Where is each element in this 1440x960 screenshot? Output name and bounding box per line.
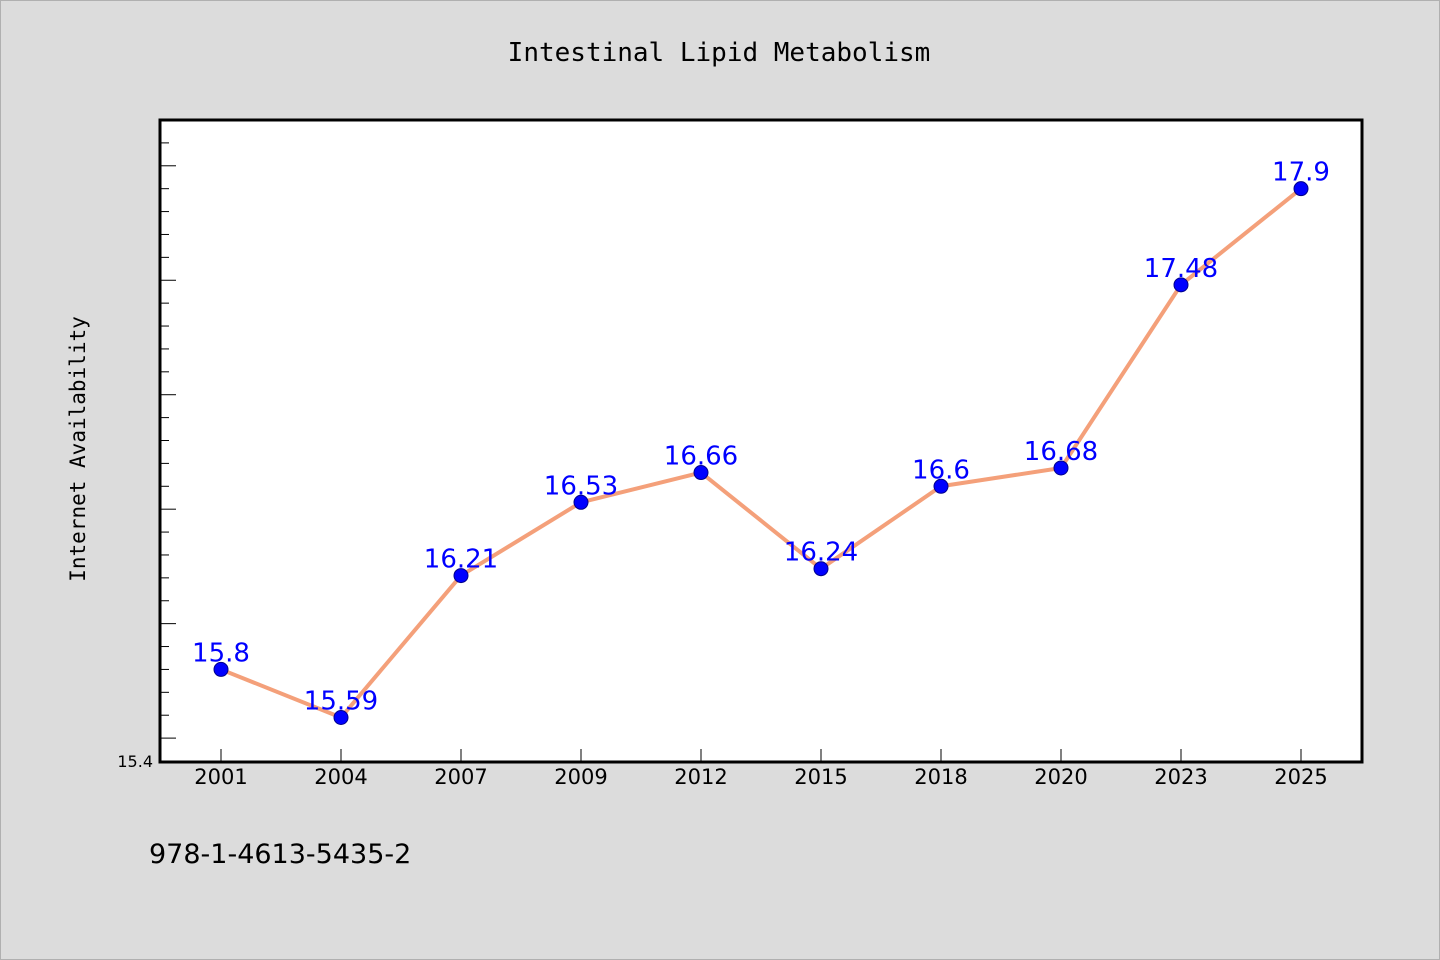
plot-area: [158, 118, 1364, 764]
data-point: [693, 465, 709, 481]
data-label: 16.21: [424, 545, 498, 575]
data-point: [1053, 460, 1069, 476]
data-point: [333, 710, 349, 726]
footnote-text: 978-1-4613-5435-2: [149, 839, 411, 870]
x-tick-label: 2015: [794, 765, 847, 789]
x-tick-label: 2025: [1274, 765, 1327, 789]
y-axis-ticks: 15.4: [117, 142, 176, 771]
x-axis-ticks: 2001 2004 2007 2009 2012 2015 2018 2020 2023 2025: [194, 749, 1328, 789]
y-axis-label: Internet Availability: [66, 316, 90, 582]
x-tick-label: 2007: [434, 765, 487, 789]
y-tick-label: 15.4: [117, 752, 153, 771]
series-layer: 15.8 15.59 16.21 16.53 16.66 16.24 16.6 16.68 17…: [192, 158, 1330, 726]
series-line: [219, 186, 1303, 720]
x-tick-label: 2012: [674, 765, 727, 789]
data-point: [933, 478, 949, 494]
x-tick-label: 2001: [194, 765, 247, 789]
data-label: 16.24: [784, 538, 858, 568]
data-label: 16.6: [912, 455, 970, 485]
data-point: [1173, 277, 1189, 293]
x-tick-label: 2009: [554, 765, 607, 789]
data-point: [573, 494, 589, 510]
data-label: 15.8: [192, 638, 250, 668]
data-label: 15.59: [304, 687, 378, 717]
x-tick-label: 2023: [1154, 765, 1207, 789]
data-point: [213, 661, 229, 677]
data-point: [453, 568, 469, 584]
data-label: 17.48: [1144, 254, 1218, 284]
chart-title: Intestinal Lipid Metabolism: [508, 38, 931, 68]
data-label: 17.9: [1272, 158, 1330, 188]
data-label: 16.53: [544, 471, 618, 501]
x-tick-label: 2018: [914, 765, 967, 789]
x-tick-label: 2004: [314, 765, 367, 789]
data-point: [813, 561, 829, 577]
data-label: 16.66: [664, 442, 738, 472]
data-label: 16.68: [1024, 437, 1098, 467]
x-tick-label: 2020: [1034, 765, 1087, 789]
data-point: [1293, 181, 1309, 197]
